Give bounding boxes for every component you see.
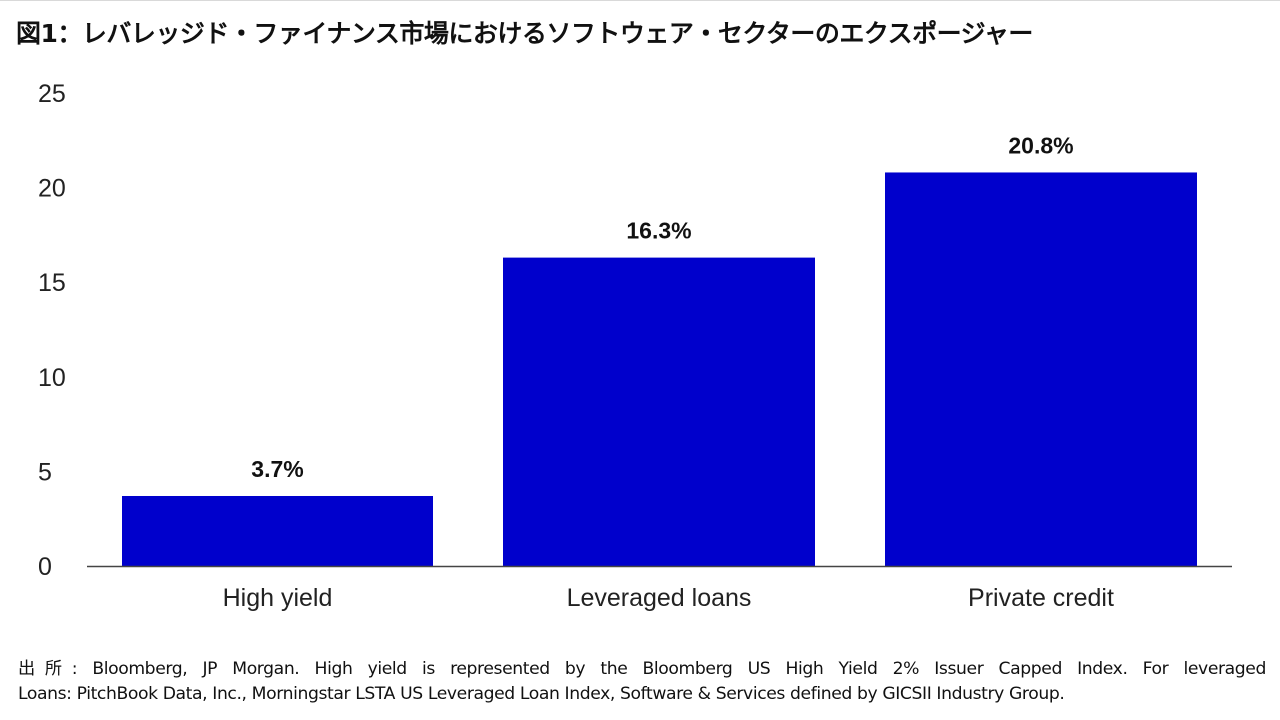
y-tick-label: 0: [38, 553, 52, 581]
y-tick-label: 5: [38, 458, 52, 486]
data-label: 3.7%: [251, 456, 303, 482]
category-label: Private credit: [968, 584, 1114, 612]
data-label: 20.8%: [1008, 132, 1073, 158]
data-labels: 3.7% 16.3% 20.8%: [251, 132, 1073, 482]
y-tick-label: 15: [38, 269, 66, 297]
x-axis-categories: High yield Leveraged loans Private credit: [223, 584, 1114, 612]
category-label: High yield: [223, 584, 333, 612]
bar: [885, 172, 1197, 567]
bar: [503, 257, 815, 566]
source-note: 出所: Bloomberg, JP Morgan. High yield is …: [18, 657, 1266, 707]
data-label: 16.3%: [626, 218, 691, 244]
y-tick-label: 20: [38, 175, 66, 203]
top-border: [0, 0, 1280, 1]
y-tick-label: 25: [38, 80, 66, 108]
bar: [122, 495, 433, 566]
source-line-1: 出所: Bloomberg, JP Morgan. High yield is …: [18, 659, 1266, 679]
chart-title: 図1：レバレッジド・ファイナンス市場におけるソフトウェア・セクターのエクスポージ…: [16, 19, 1033, 48]
bar-chart: 0 5 10 15 20 25 3.7% 16.3% 20.8% High yield Leve…: [38, 80, 1232, 612]
bars: [122, 172, 1197, 567]
source-line-2: Loans: PitchBook Data, Inc., Morningstar…: [18, 684, 1065, 704]
category-label: Leveraged loans: [567, 584, 752, 612]
y-tick-label: 10: [38, 364, 66, 392]
y-axis-ticks: 0 5 10 15 20 25: [38, 80, 66, 581]
